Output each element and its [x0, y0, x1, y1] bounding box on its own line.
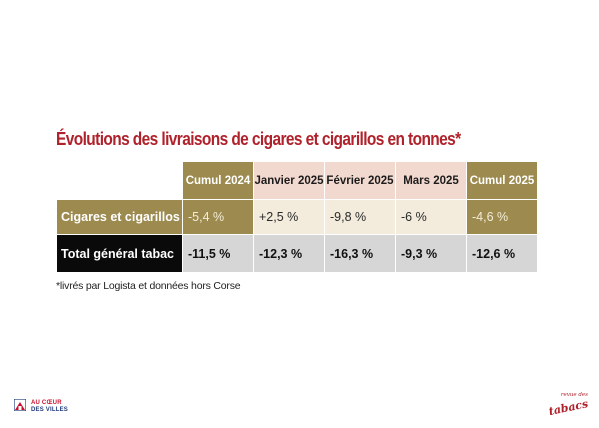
header-cumul-2024: Cumul 2024: [182, 161, 254, 200]
row-label-cigares: Cigares et cigarillos: [56, 199, 183, 235]
table-row: Cigares et cigarillos -5,4 % +2,5 % -9,8…: [56, 199, 538, 235]
header-janvier-2025: Janvier 2025: [253, 161, 325, 200]
table-header-row: Cumul 2024 Janvier 2025 Février 2025 Mar…: [56, 161, 538, 200]
table-cell: -5,4 %: [182, 199, 254, 235]
au-coeur-des-villes-logo: AU CŒUR DES VILLES: [14, 397, 104, 417]
table-cell: -4,6 %: [466, 199, 538, 235]
city-logo-icon: [14, 399, 26, 411]
revue-des-tabacs-logo: revue des tabacs: [548, 392, 590, 418]
data-table: Cumul 2024 Janvier 2025 Février 2025 Mar…: [56, 161, 538, 273]
header-cumul-2025: Cumul 2025: [466, 161, 538, 200]
footnote: *livrés par Logista et données hors Cors…: [56, 280, 241, 292]
logo-left-line1: AU CŒUR: [31, 400, 62, 406]
table-row: Total général tabac -11,5 % -12,3 % -16,…: [56, 234, 538, 273]
header-mars-2025: Mars 2025: [395, 161, 467, 200]
header-fevrier-2025: Février 2025: [324, 161, 396, 200]
logo-left-line2: DES VILLES: [31, 407, 69, 413]
table-cell: +2,5 %: [253, 199, 325, 235]
table-cell: -12,6 %: [466, 234, 538, 273]
logo-right-small: revue des: [560, 392, 588, 398]
chart-title: Évolutions des livraisons de cigares et …: [56, 129, 461, 149]
table-corner-cell: [56, 161, 183, 200]
table-cell: -11,5 %: [182, 234, 254, 273]
table-cell: -9,8 %: [324, 199, 396, 235]
table-cell: -6 %: [395, 199, 467, 235]
table-cell: -9,3 %: [395, 234, 467, 273]
row-label-total: Total général tabac: [56, 234, 183, 273]
logo-right-big: tabacs: [547, 397, 590, 419]
table-cell: -12,3 %: [253, 234, 325, 273]
table-cell: -16,3 %: [324, 234, 396, 273]
